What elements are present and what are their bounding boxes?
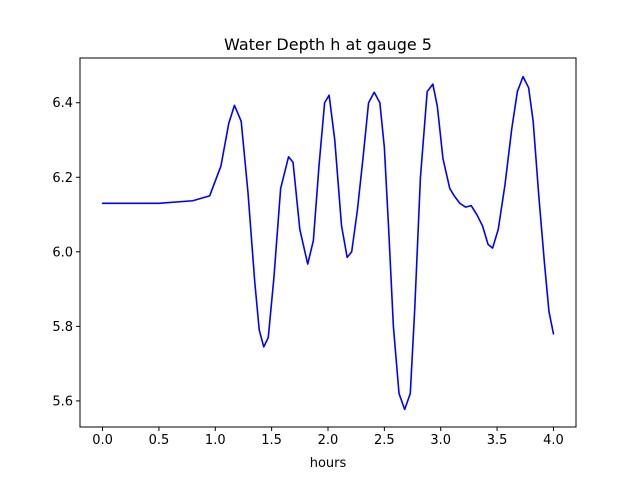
x-tick-label: 2.0: [318, 433, 339, 448]
series-line-0: [101, 75, 555, 411]
y-tick-label: 6.4: [52, 96, 73, 111]
chart-title: Water Depth h at gauge 5: [224, 35, 432, 54]
x-tick-label: 2.5: [374, 433, 395, 448]
x-tick-label: 0.0: [92, 433, 113, 448]
x-tick-label: 0.5: [149, 433, 170, 448]
y-axis-ticks: 5.6 5.8 6.0 6.2 6.4: [52, 96, 80, 409]
y-tick-label: 6.0: [52, 245, 73, 260]
y-tick-label: 5.8: [52, 320, 73, 335]
y-tick-label: 5.6: [52, 394, 73, 409]
x-tick-label: 1.0: [205, 433, 226, 448]
x-tick-label: 4.0: [543, 433, 564, 448]
x-axis-ticks: 0.0 0.5 1.0 1.5 2.0 2.5 3.0 3.5 4.0: [92, 427, 564, 448]
x-axis-label: hours: [310, 456, 347, 471]
x-tick-label: 3.0: [430, 433, 451, 448]
x-tick-label: 1.5: [261, 433, 282, 448]
x-tick-label: 3.5: [487, 433, 508, 448]
y-tick-label: 6.2: [52, 171, 73, 186]
